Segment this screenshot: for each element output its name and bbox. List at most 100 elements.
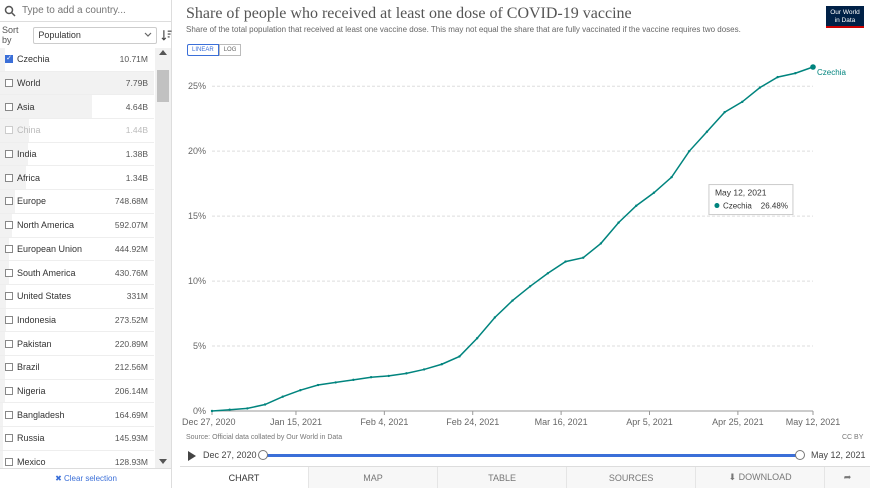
population-bar [0, 261, 10, 284]
timeline-end-handle[interactable] [795, 450, 805, 460]
tab-share[interactable]: ➦ [825, 467, 870, 488]
list-item[interactable]: European Union 444.92M [0, 237, 154, 262]
country-checkbox[interactable] [5, 315, 13, 324]
list-item[interactable]: Asia 4.64B [0, 95, 154, 120]
country-name: World [17, 78, 41, 89]
country-checkbox[interactable] [5, 434, 13, 443]
list-item[interactable]: Bangladesh 164.69M [0, 403, 154, 427]
data-point [422, 368, 426, 371]
country-checkbox[interactable] [5, 173, 13, 182]
country-checkbox[interactable] [5, 197, 13, 206]
list-item[interactable]: Indonesia 273.52M [0, 308, 154, 333]
list-item[interactable]: World 7.79B [0, 71, 154, 96]
logo-line-2: in Data [834, 17, 856, 24]
scrollbar[interactable] [155, 48, 171, 468]
data-point [652, 191, 656, 194]
timeline-track[interactable] [262, 454, 800, 457]
country-checkbox[interactable] [5, 363, 13, 372]
country-name: Indonesia [17, 314, 57, 325]
x-tick-label: Mar 16, 2021 [535, 417, 588, 427]
data-point [794, 72, 797, 75]
country-checkbox[interactable] [5, 102, 13, 111]
y-tick-label: 10% [188, 276, 206, 286]
timeline-start-handle[interactable] [258, 450, 268, 460]
data-point [440, 363, 443, 366]
x-tick-label: Jan 15, 2021 [270, 417, 322, 427]
tab-table[interactable]: TABLE [438, 467, 568, 488]
list-item[interactable]: South America 430.76M [0, 261, 154, 285]
logo-line-1: Our World [830, 9, 860, 16]
list-item[interactable]: ✓ Czechia 10.71M [0, 48, 154, 72]
scroll-down-icon[interactable] [159, 459, 167, 464]
population-bar [0, 71, 154, 95]
x-tick-label: Feb 4, 2021 [360, 417, 408, 427]
sort-select[interactable]: Population [33, 26, 157, 44]
country-checkbox[interactable] [5, 150, 13, 159]
list-item[interactable]: Mexico 128.93M [0, 450, 154, 468]
country-name: Mexico [17, 457, 46, 468]
list-item[interactable]: Africa 1.34B [0, 166, 154, 191]
country-population: 220.89M [114, 338, 148, 349]
country-population: 4.64B [125, 101, 148, 112]
country-checkbox[interactable] [5, 244, 13, 253]
tab-map[interactable]: MAP [309, 467, 439, 488]
country-checkbox[interactable] [5, 292, 13, 301]
country-population: 273.52M [114, 314, 148, 325]
list-item[interactable]: United States 331M [0, 284, 154, 309]
timeline-start-label: Dec 27, 2020 [203, 450, 257, 460]
list-item[interactable]: China 1.44B [0, 119, 154, 143]
chart-grid [212, 85, 813, 412]
country-search[interactable] [0, 0, 172, 22]
linear-scale-button[interactable]: LINEAR [187, 44, 219, 56]
country-name: Bangladesh [17, 409, 65, 420]
country-population: 430.76M [114, 267, 148, 278]
tooltip-value: 26.48% [761, 202, 788, 211]
country-name: North America [17, 220, 75, 231]
tab-sources[interactable]: SOURCES [567, 467, 697, 488]
list-item[interactable]: Russia 145.93M [0, 427, 154, 451]
country-population: 206.14M [114, 385, 148, 396]
scroll-up-icon[interactable] [159, 50, 167, 55]
data-point [723, 111, 726, 114]
country-checkbox[interactable] [5, 126, 13, 135]
data-point [493, 316, 497, 319]
list-item[interactable]: Europe 748.68M [0, 190, 154, 214]
country-population: 444.92M [114, 243, 148, 254]
chart-subtitle: Share of the total population that recei… [186, 25, 741, 34]
country-checkbox[interactable] [5, 410, 13, 419]
country-checkbox[interactable] [5, 268, 13, 277]
license-link[interactable]: CC BY [842, 434, 864, 441]
data-point [599, 242, 603, 245]
x-tick-label: May 12, 2021 [786, 417, 841, 427]
scrollbar-thumb[interactable] [157, 70, 169, 102]
list-item[interactable]: Pakistan 220.89M [0, 332, 154, 356]
search-input[interactable] [22, 5, 162, 16]
country-name: Russia [17, 433, 45, 444]
data-point [564, 260, 567, 263]
data-point [546, 272, 550, 275]
list-item[interactable]: India 1.38B [0, 142, 154, 167]
list-item[interactable]: Nigeria 206.14M [0, 379, 154, 404]
y-tick-label: 5% [193, 341, 206, 351]
country-checkbox[interactable] [5, 386, 13, 395]
country-checkbox[interactable] [5, 458, 13, 467]
population-bar [0, 48, 5, 71]
country-checkbox[interactable] [5, 79, 13, 88]
list-item[interactable]: North America 592.07M [0, 213, 154, 238]
log-scale-button[interactable]: LOG [218, 44, 242, 56]
data-point [210, 409, 214, 413]
country-list: ✓ Czechia 10.71M World 7.79B Asia 4.64B China 1.… [0, 48, 154, 468]
population-bar [0, 95, 93, 119]
country-checkbox[interactable] [5, 339, 13, 348]
clear-selection-button[interactable]: ✖ Clear selection [0, 468, 172, 488]
sort-order-icon[interactable] [161, 29, 173, 41]
tab-chart[interactable]: CHART [180, 467, 310, 488]
tab-download[interactable]: ⬇ DOWNLOAD [696, 467, 826, 488]
country-checkbox[interactable]: ✓ [5, 55, 13, 64]
population-bar [0, 379, 5, 403]
play-icon[interactable] [188, 451, 196, 461]
owid-logo[interactable]: Our World in Data [826, 6, 864, 28]
country-population: 1.34B [125, 172, 148, 183]
list-item[interactable]: Brazil 212.56M [0, 355, 154, 380]
country-checkbox[interactable] [5, 221, 13, 230]
